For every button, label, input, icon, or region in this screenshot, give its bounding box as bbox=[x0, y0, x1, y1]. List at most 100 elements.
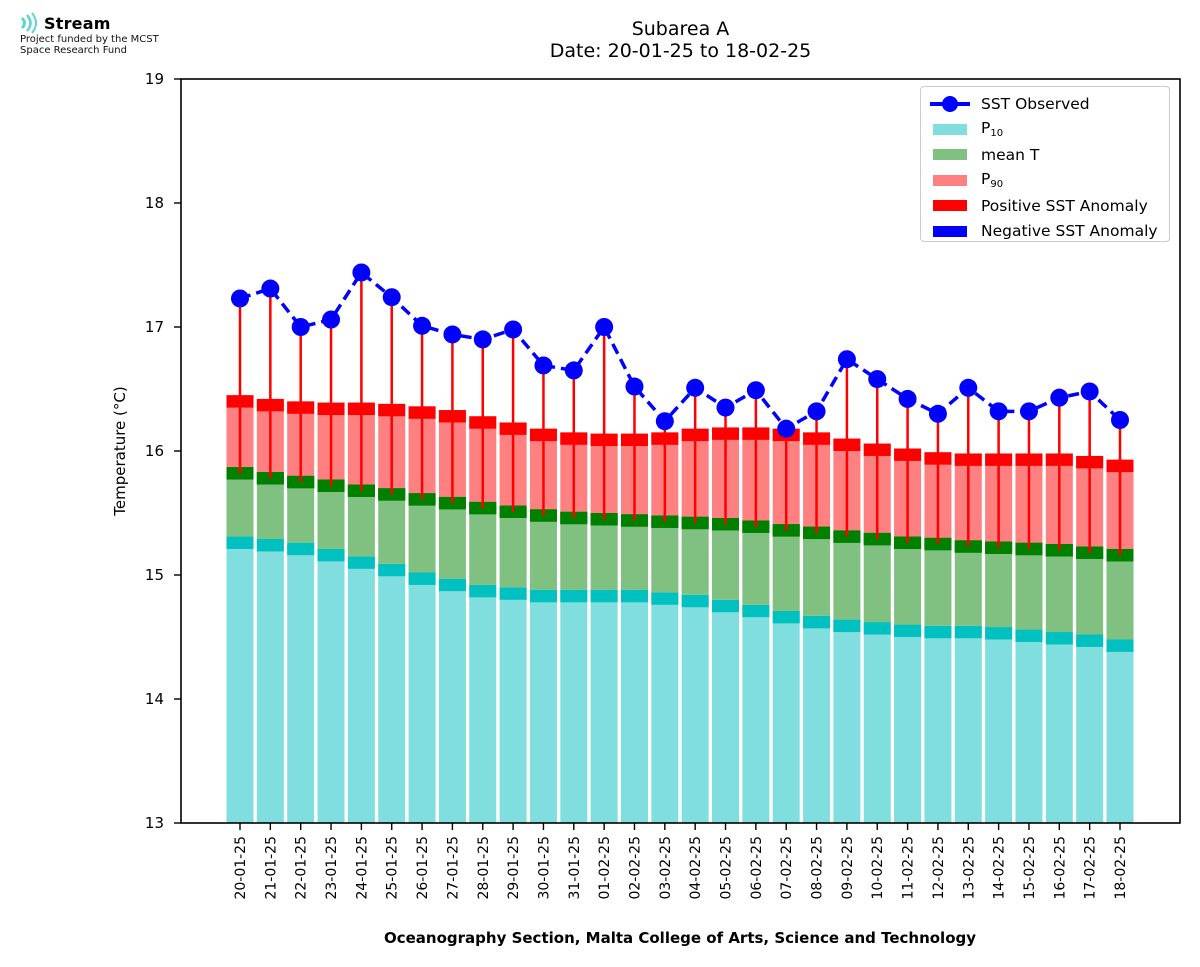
x-tick-label: 01-02-25 bbox=[597, 836, 613, 900]
x-tick-label: 20-01-25 bbox=[233, 836, 249, 900]
x-tick-label: 18-02-25 bbox=[1113, 836, 1129, 900]
bar-mean bbox=[438, 496, 466, 579]
bar-p10-band bbox=[1076, 634, 1104, 647]
legend-label: mean T bbox=[981, 145, 1040, 164]
bar-mean bbox=[529, 509, 557, 590]
chart-title: Subarea A Date: 20-01-25 to 18-02-25 bbox=[0, 18, 1200, 62]
bar-mean bbox=[590, 513, 618, 590]
bar-p10-band bbox=[712, 599, 740, 613]
x-tick-label: 31-01-25 bbox=[567, 836, 583, 900]
observed-point bbox=[595, 318, 614, 336]
observed-point bbox=[382, 288, 401, 307]
bar-p10 bbox=[803, 615, 831, 823]
bar-p10 bbox=[226, 536, 254, 823]
x-tick-label: 22-01-25 bbox=[294, 836, 310, 900]
legend-item-observed: SST Observed bbox=[927, 91, 1169, 117]
observed-point bbox=[837, 350, 856, 369]
bar-mean bbox=[894, 536, 922, 625]
bar-p10-band bbox=[803, 615, 831, 629]
bar-p10-band bbox=[681, 594, 709, 608]
observed-point bbox=[716, 398, 735, 417]
observed-point bbox=[746, 381, 765, 400]
x-tick-label: 26-01-25 bbox=[415, 836, 431, 900]
bar-mean bbox=[985, 541, 1013, 628]
bar-mean-band-top bbox=[985, 541, 1013, 554]
bar-p10-band bbox=[499, 587, 527, 600]
bar-p10 bbox=[378, 563, 406, 823]
bar-mean bbox=[560, 511, 588, 590]
bar-p10-band bbox=[529, 589, 557, 603]
bar-p10-band bbox=[1015, 629, 1043, 642]
observed-point bbox=[959, 378, 978, 397]
x-tick-label: 08-02-25 bbox=[810, 836, 826, 900]
bar-p10 bbox=[590, 589, 618, 823]
bar-p10-band bbox=[438, 578, 466, 592]
observed-point bbox=[807, 402, 826, 421]
bar-mean bbox=[1045, 544, 1073, 633]
legend-item-mean: mean T bbox=[927, 142, 1169, 168]
bar-p10 bbox=[985, 627, 1013, 823]
bar-p10 bbox=[772, 610, 800, 823]
bar-p10-band bbox=[226, 536, 254, 549]
bar-mean bbox=[378, 488, 406, 564]
y-tick-label: 18 bbox=[145, 194, 164, 212]
bar-mean-band-top bbox=[438, 496, 466, 510]
bar-mean bbox=[954, 540, 982, 626]
bar-p10-band bbox=[1106, 639, 1134, 652]
x-tick-label: 02-02-25 bbox=[627, 836, 643, 900]
bar-p10 bbox=[1045, 632, 1073, 823]
bar-mean bbox=[833, 530, 861, 620]
x-tick-label: 15-02-25 bbox=[1022, 836, 1038, 900]
observed-point bbox=[655, 412, 674, 431]
legend-item-positive-anomaly: Positive SST Anomaly bbox=[927, 193, 1169, 219]
bar-p10 bbox=[742, 604, 770, 823]
observed-point bbox=[352, 263, 371, 282]
x-tick-label: 23-01-25 bbox=[324, 836, 340, 900]
bar-p10-band bbox=[256, 539, 284, 552]
observed-point bbox=[898, 389, 917, 408]
logo-subtitle-1: Project funded by the MCST bbox=[20, 34, 159, 45]
bar-p10 bbox=[560, 589, 588, 823]
legend-label: P90 bbox=[981, 170, 1004, 191]
p10-swatch-icon bbox=[933, 123, 967, 135]
bar-p10-band bbox=[772, 610, 800, 624]
legend-item-p10: P10 bbox=[927, 117, 1169, 143]
observed-point bbox=[928, 404, 947, 423]
bar-mean bbox=[408, 493, 436, 573]
bar-mean bbox=[620, 514, 648, 590]
bar-mean bbox=[499, 505, 527, 588]
bar-p10 bbox=[651, 592, 679, 823]
bar-p10-band bbox=[833, 619, 861, 633]
bar-p10-band bbox=[651, 592, 679, 605]
observed-point bbox=[413, 316, 432, 335]
bar-mean bbox=[742, 520, 770, 605]
logo-title: Stream bbox=[44, 13, 111, 33]
bar-p10-band bbox=[1045, 632, 1073, 645]
observed-point bbox=[868, 370, 887, 389]
observed-point bbox=[534, 356, 553, 375]
x-tick-label: 30-01-25 bbox=[536, 836, 552, 900]
bar-mean bbox=[803, 526, 831, 616]
x-tick-label: 24-01-25 bbox=[354, 836, 370, 900]
legend-item-negative-anomaly: Negative SST Anomaly bbox=[927, 219, 1169, 245]
bar-mean bbox=[1015, 542, 1043, 630]
x-tick-label: 05-02-25 bbox=[719, 836, 735, 900]
bar-mean bbox=[712, 517, 740, 600]
bar-p10 bbox=[924, 625, 952, 823]
x-tick-label: 06-02-25 bbox=[749, 836, 765, 900]
observed-point bbox=[473, 330, 492, 349]
bar-mean bbox=[469, 501, 497, 585]
x-tick-label: 27-01-25 bbox=[445, 836, 461, 900]
observed-point bbox=[1050, 388, 1069, 407]
x-tick-label: 03-02-25 bbox=[658, 836, 674, 900]
y-tick-label: 15 bbox=[145, 566, 164, 584]
bar-mean bbox=[924, 537, 952, 626]
x-tick-label: 04-02-25 bbox=[688, 836, 704, 900]
observed-point bbox=[564, 361, 583, 380]
bar-p10 bbox=[1076, 634, 1104, 823]
observed-point bbox=[1080, 382, 1099, 401]
y-tick-label: 19 bbox=[145, 70, 164, 88]
observed-point bbox=[443, 325, 462, 344]
observed-point bbox=[989, 402, 1008, 421]
